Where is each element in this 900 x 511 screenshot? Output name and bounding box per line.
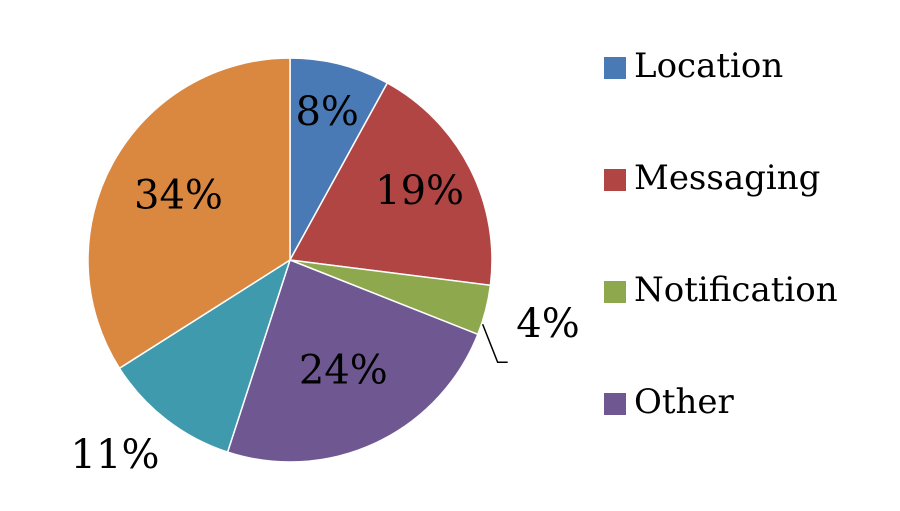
pie-slice-other [226, 259, 479, 463]
legend-label-messaging: Messaging [634, 158, 820, 198]
legend: Location Messaging Notification Other [604, 46, 838, 422]
leader-line-notification [481, 323, 508, 363]
pie-slice-messaging [288, 81, 493, 287]
pie-slice-unlabeled-5 [87, 57, 291, 370]
pie-slices [87, 57, 493, 463]
pie-slice-unlabeled-4 [118, 258, 292, 454]
slice-label-unlabeled-5: 34% [134, 173, 223, 219]
legend-swatch-notification [604, 281, 626, 303]
legend-label-other: Other [634, 382, 735, 422]
legend-swatch-messaging [604, 169, 626, 191]
slice-label-other: 24% [299, 347, 388, 393]
leader-lines [481, 323, 508, 363]
legend-swatch-other [604, 393, 626, 415]
legend-swatch-location [604, 57, 626, 79]
slice-label-location: 8% [295, 89, 358, 135]
legend-label-notification: Notification [634, 270, 838, 310]
slice-label-notification: 4% [516, 301, 579, 347]
slice-label-unlabeled-4: 11% [71, 432, 160, 478]
pie-slice-location [289, 57, 389, 261]
data-labels: 8% 19% 4% 24% 11% 34% [71, 89, 580, 478]
slice-label-messaging: 19% [375, 168, 464, 214]
legend-label-location: Location [634, 46, 783, 86]
